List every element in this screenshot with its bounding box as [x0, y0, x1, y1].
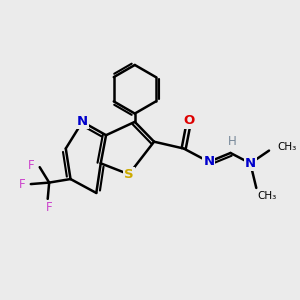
Text: N: N [77, 116, 88, 128]
Text: O: O [183, 115, 195, 128]
Text: N: N [245, 157, 256, 170]
Text: CH₃: CH₃ [258, 191, 277, 201]
Text: F: F [28, 159, 35, 172]
Text: F: F [46, 201, 52, 214]
Text: S: S [124, 168, 134, 181]
Text: CH₃: CH₃ [277, 142, 297, 152]
Text: F: F [19, 178, 26, 190]
Text: H: H [228, 135, 236, 148]
Text: N: N [203, 155, 214, 168]
